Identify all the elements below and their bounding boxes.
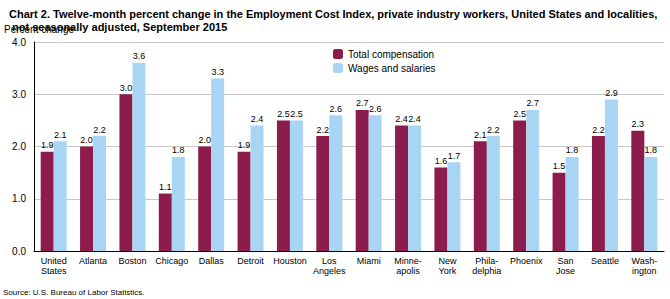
svg-text:2.1: 2.1 — [54, 130, 67, 140]
svg-text:3.3: 3.3 — [211, 67, 224, 77]
svg-text:Total compensation: Total compensation — [348, 49, 434, 60]
svg-text:2.7: 2.7 — [526, 98, 539, 108]
svg-text:apolis: apolis — [396, 266, 420, 276]
svg-text:York: York — [439, 266, 457, 276]
svg-text:1.5: 1.5 — [553, 161, 566, 171]
svg-text:Dallas: Dallas — [199, 256, 225, 266]
svg-text:Minne-: Minne- — [394, 256, 422, 266]
svg-text:2.0: 2.0 — [80, 135, 93, 145]
svg-text:Houston: Houston — [273, 256, 307, 266]
svg-text:0.0: 0.0 — [12, 246, 26, 257]
svg-text:2.4: 2.4 — [251, 114, 264, 124]
svg-text:1.0: 1.0 — [12, 193, 26, 204]
svg-text:2.2: 2.2 — [592, 125, 605, 135]
svg-text:4.0: 4.0 — [12, 37, 26, 48]
svg-text:Los: Los — [322, 256, 337, 266]
svg-text:Source: U.S. Bureau of Labor S: Source: U.S. Bureau of Labor Statistics. — [3, 288, 144, 297]
svg-text:Phila-: Phila- — [475, 256, 498, 266]
svg-text:Chart 2. Twelve-month percent: Chart 2. Twelve-month percent change in … — [9, 8, 657, 20]
svg-text:1.7: 1.7 — [448, 151, 461, 161]
svg-text:2.7: 2.7 — [356, 98, 369, 108]
svg-text:Miami: Miami — [357, 256, 381, 266]
svg-text:New: New — [438, 256, 457, 266]
svg-text:1.8: 1.8 — [645, 145, 658, 155]
svg-text:1.1: 1.1 — [159, 182, 172, 192]
svg-text:3.0: 3.0 — [12, 89, 26, 100]
svg-text:2.4: 2.4 — [395, 114, 408, 124]
svg-text:2.9: 2.9 — [605, 88, 618, 98]
svg-text:3.6: 3.6 — [133, 51, 146, 61]
svg-text:Wash-: Wash- — [631, 256, 657, 266]
svg-text:1.9: 1.9 — [41, 140, 54, 150]
svg-text:Jose: Jose — [556, 266, 575, 276]
svg-text:Angeles: Angeles — [313, 266, 346, 276]
svg-text:3.0: 3.0 — [120, 83, 133, 93]
svg-text:2.2: 2.2 — [93, 125, 106, 135]
svg-text:1.8: 1.8 — [172, 145, 185, 155]
svg-text:Seattle: Seattle — [591, 256, 619, 266]
svg-text:Phoenix: Phoenix — [510, 256, 543, 266]
svg-text:2.5: 2.5 — [277, 109, 290, 119]
svg-text:delphia: delphia — [472, 266, 501, 276]
svg-text:1.6: 1.6 — [435, 156, 448, 166]
svg-text:Wages and salaries: Wages and salaries — [348, 63, 435, 74]
svg-text:2.5: 2.5 — [290, 109, 303, 119]
svg-text:2.6: 2.6 — [330, 104, 343, 114]
svg-text:2.1: 2.1 — [474, 130, 487, 140]
svg-text:ington: ington — [632, 266, 657, 276]
svg-text:2.4: 2.4 — [408, 114, 421, 124]
svg-text:2.2: 2.2 — [317, 125, 330, 135]
svg-text:2.5: 2.5 — [513, 109, 526, 119]
svg-text:2.0: 2.0 — [12, 141, 26, 152]
svg-text:States: States — [41, 266, 67, 276]
svg-text:United: United — [41, 256, 67, 266]
svg-text:Atlanta: Atlanta — [79, 256, 107, 266]
svg-text:Chicago: Chicago — [155, 256, 188, 266]
svg-text:1.8: 1.8 — [566, 145, 579, 155]
svg-text:San: San — [558, 256, 574, 266]
svg-text:not seasonally adjusted, Septe: not seasonally adjusted, September 2015 — [9, 21, 227, 33]
svg-text:2.6: 2.6 — [369, 104, 382, 114]
svg-text:2.0: 2.0 — [198, 135, 211, 145]
svg-text:2.2: 2.2 — [487, 125, 500, 135]
svg-text:1.9: 1.9 — [238, 140, 251, 150]
svg-text:Detroit: Detroit — [237, 256, 264, 266]
svg-text:Boston: Boston — [118, 256, 146, 266]
svg-text:2.3: 2.3 — [632, 119, 645, 129]
